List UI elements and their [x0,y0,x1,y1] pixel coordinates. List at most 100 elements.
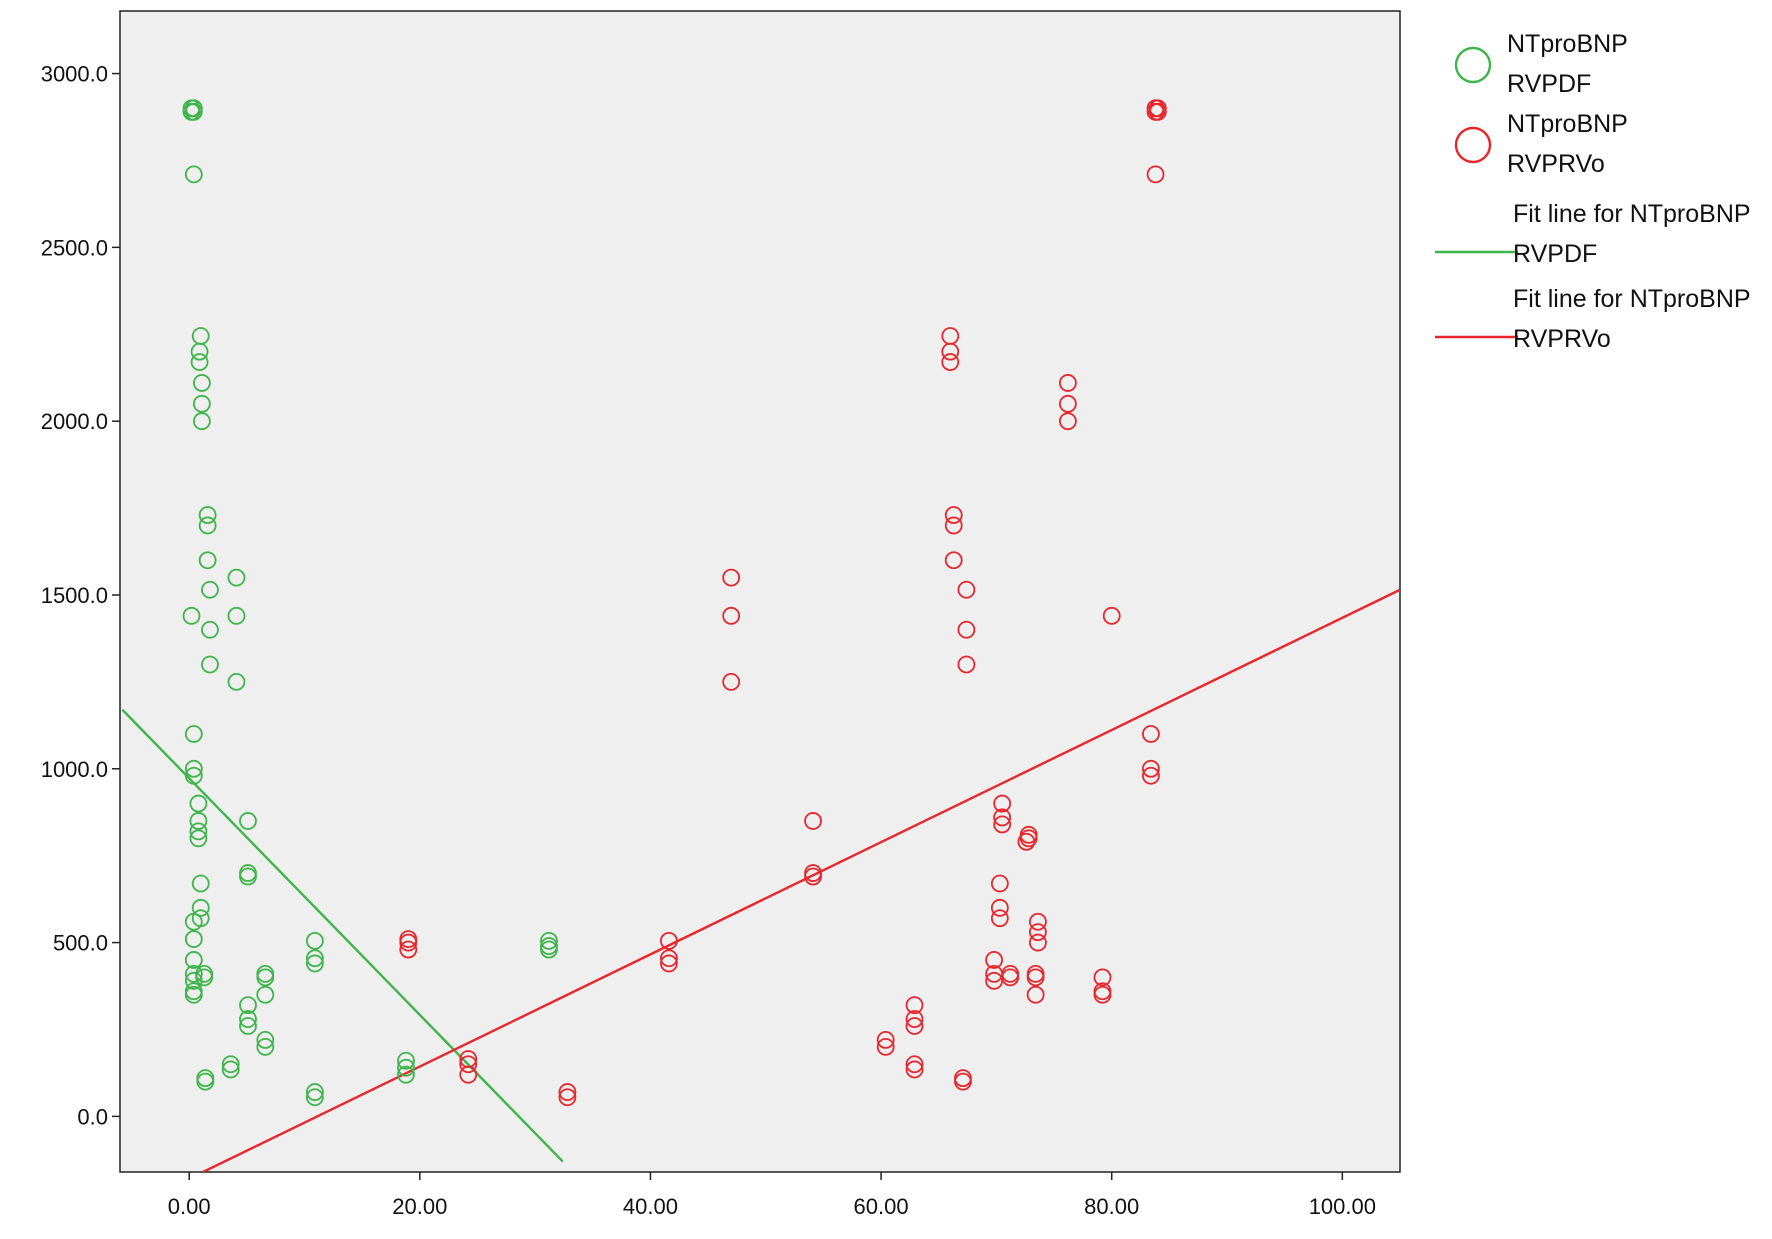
series-1-point [221,1060,240,1079]
series-1-point [196,1072,215,1091]
series-1-point [227,606,246,625]
series-2-point [1026,968,1045,987]
series-1-point [184,165,203,184]
series-2-point [1017,832,1036,851]
series-1-point [189,829,208,848]
y-tick-label: 500.0 [53,931,108,956]
series-1-point [540,931,558,950]
series-1-point [540,940,558,959]
series-2-point [905,1055,924,1074]
y-tick-label: 2000.0 [41,409,108,434]
series-2-point [1093,985,1112,1004]
series-2-point [399,933,418,952]
series-1-point [195,968,214,987]
series-2-point [459,1055,478,1074]
series-2-point [944,506,963,524]
series-1-point [184,759,203,778]
series-2-point [1102,606,1121,625]
series-2-point [990,898,1009,917]
series-2-point [1146,165,1165,184]
series-2-point [954,1072,972,1091]
legend-label: Fit line for NTproBNP [1513,285,1751,313]
series-2-point [905,1060,924,1079]
series-2-point [905,1010,924,1028]
series-2-point [660,949,678,968]
series-1-point [198,551,217,570]
series-2-point [1019,829,1038,848]
series-1-point [184,766,203,785]
series-2-point [1001,968,1020,987]
series-1-point [184,951,203,969]
x-tick-label: 20.00 [392,1194,447,1219]
series-2-point [905,996,924,1015]
series-1-point [256,968,275,987]
series-1-point [192,412,211,431]
series-1-point [189,822,208,841]
series-2-point [1142,766,1160,785]
series-1-point [184,912,203,931]
series-1-point [191,898,210,917]
x-axis: 0.00 20.00 40.00 60.00 80.00 100.00 [168,1172,1376,1219]
legend-label: RVPDF [1507,70,1591,98]
series-1-point [256,985,275,1004]
series-2-point [876,1037,895,1056]
series-2-point [990,909,1009,928]
x-tick-label: 40.00 [623,1194,678,1219]
series-1-point [192,394,211,413]
series-1-point [305,1083,324,1101]
series-2-point [804,812,822,830]
legend: NTproBNP RVPDF NTproBNP RVPRVo Fit line for … [1435,30,1751,353]
series-1-point [182,606,201,625]
series-2-point [722,672,741,691]
series-1-point [189,812,208,830]
series-2-point [957,620,976,639]
series-1-point [190,342,209,361]
series-1-point [184,964,203,983]
series-1-point [189,794,208,813]
legend-label: RVPRVo [1513,325,1611,353]
series-2-point [941,353,960,371]
y-tick-label: 1500.0 [41,583,108,608]
series-1-point [191,874,210,893]
series-2-point [1058,374,1077,392]
y-axis: 0.0 500.0 1000.0 1500.0 2000.0 2500.0 3000.0 [41,62,120,1129]
series-2-point [1026,985,1045,1004]
series-1-point [201,580,219,599]
series-2-point [985,951,1003,969]
series-1-point [198,516,217,535]
plot-area [119,10,1401,1173]
series-1-point [305,931,324,950]
legend-marker-2 [1454,126,1492,164]
series-1-point [239,1010,257,1028]
series-2-point [399,940,418,959]
legend-label: Fit line for NTproBNP [1513,200,1751,228]
series-2-point [993,815,1012,834]
series-1-point [201,655,219,674]
series-1-point [305,949,324,968]
series-2-point [558,1083,577,1101]
series-1-point [256,1037,275,1056]
series-2-point [905,1017,924,1035]
series-2-point [804,867,822,886]
series-2-point [558,1088,577,1107]
series-2-point [722,606,741,625]
series-1-point [184,102,203,121]
series-1-point [201,620,219,639]
x-tick-label: 0.00 [168,1194,211,1219]
legend-label: NTproBNP [1507,110,1628,138]
series-2-point [944,551,963,570]
series-2-point [1058,412,1077,431]
series-2-point [941,342,960,361]
series-1-point [397,1065,415,1084]
series-2-point [1029,933,1047,952]
legend-label: NTproBNP [1507,30,1628,58]
series-1-point [397,1051,415,1070]
series-2-point [1142,725,1160,743]
series-2-point [957,655,976,674]
series-2-point [1148,102,1167,121]
series-1-point [184,930,203,949]
series-2-point [459,1065,478,1084]
series-1-point [397,1058,415,1077]
series-1-point [239,812,257,830]
